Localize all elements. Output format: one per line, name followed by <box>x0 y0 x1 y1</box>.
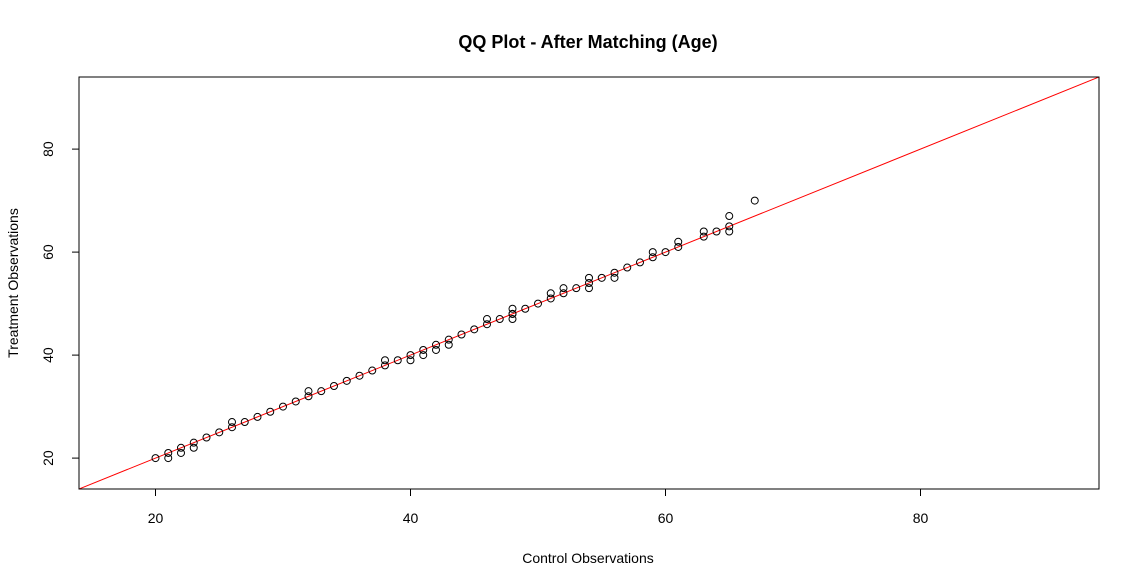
y-tick-label: 40 <box>40 347 56 363</box>
data-point <box>189 438 198 447</box>
data-point <box>393 356 402 365</box>
data-point <box>610 268 619 277</box>
data-point <box>240 418 249 427</box>
data-point <box>546 289 555 298</box>
data-point <box>725 212 734 221</box>
data-point <box>610 273 619 282</box>
y-tick-label: 80 <box>40 141 56 157</box>
y-axis-label: Treatment Observations <box>5 208 21 358</box>
data-point <box>355 371 364 380</box>
data-point <box>177 448 185 457</box>
reference-line-layer <box>79 77 1099 489</box>
data-point <box>151 454 160 463</box>
data-point <box>342 376 351 385</box>
data-point <box>368 366 377 375</box>
data-point <box>202 433 211 442</box>
data-point <box>546 294 555 303</box>
data-point <box>534 299 542 308</box>
chart-title: QQ Plot - After Matching (Age) <box>458 32 717 52</box>
data-point <box>215 428 224 437</box>
data-point <box>444 340 453 349</box>
x-tick-label: 80 <box>913 510 929 526</box>
data-point <box>508 304 517 313</box>
data-point <box>317 387 326 396</box>
data-point <box>381 361 389 370</box>
x-tick-label: 20 <box>148 510 164 526</box>
data-point <box>725 222 734 231</box>
data-point <box>483 315 491 324</box>
data-point <box>597 273 606 282</box>
data-point <box>228 423 236 432</box>
data-point <box>674 242 683 251</box>
data-point <box>164 448 173 457</box>
data-point <box>432 345 440 354</box>
data-point <box>572 284 581 293</box>
data-point <box>699 232 708 241</box>
data-point <box>712 227 721 236</box>
data-point <box>585 273 593 282</box>
axes-layer: 20 40 60 80 20 40 60 80 <box>40 76 1100 526</box>
data-point <box>381 356 389 365</box>
data-point <box>699 227 708 236</box>
data-point <box>725 227 734 236</box>
data-point <box>674 237 683 246</box>
data-point <box>419 345 428 354</box>
data-point <box>266 407 275 416</box>
data-point <box>508 315 517 324</box>
data-point <box>470 325 479 334</box>
data-point <box>228 418 236 427</box>
data-point <box>330 382 338 390</box>
data-point <box>444 335 453 344</box>
data-point <box>750 196 759 205</box>
data-point <box>406 356 415 365</box>
data-point <box>585 279 593 287</box>
data-point <box>483 320 491 329</box>
data-point <box>304 387 313 396</box>
data-point <box>585 284 593 293</box>
data-point <box>279 402 287 411</box>
data-point <box>304 392 313 401</box>
y-tick-label: 20 <box>40 450 56 466</box>
data-point <box>559 289 568 298</box>
data-point <box>253 412 262 421</box>
data-point <box>661 248 670 257</box>
data-point <box>457 330 466 339</box>
data-point <box>432 340 440 349</box>
data-point <box>623 263 632 272</box>
data-point <box>559 284 568 293</box>
data-point <box>406 351 415 360</box>
data-point <box>164 454 173 463</box>
data-point <box>291 397 300 406</box>
y-tick-label: 60 <box>40 244 56 260</box>
reference-line <box>79 77 1099 489</box>
data-point <box>189 443 198 452</box>
data-point <box>495 315 504 324</box>
data-point <box>177 443 185 452</box>
data-point <box>636 258 644 267</box>
plot-frame <box>78 76 1100 490</box>
x-axis-label: Control Observations <box>522 550 654 566</box>
data-point <box>648 253 657 262</box>
data-point <box>419 351 428 360</box>
x-tick-label: 40 <box>403 510 419 526</box>
data-point <box>648 248 657 257</box>
data-point <box>508 309 517 318</box>
data-point <box>521 304 530 313</box>
x-tick-label: 60 <box>658 510 674 526</box>
points-layer <box>151 196 759 463</box>
